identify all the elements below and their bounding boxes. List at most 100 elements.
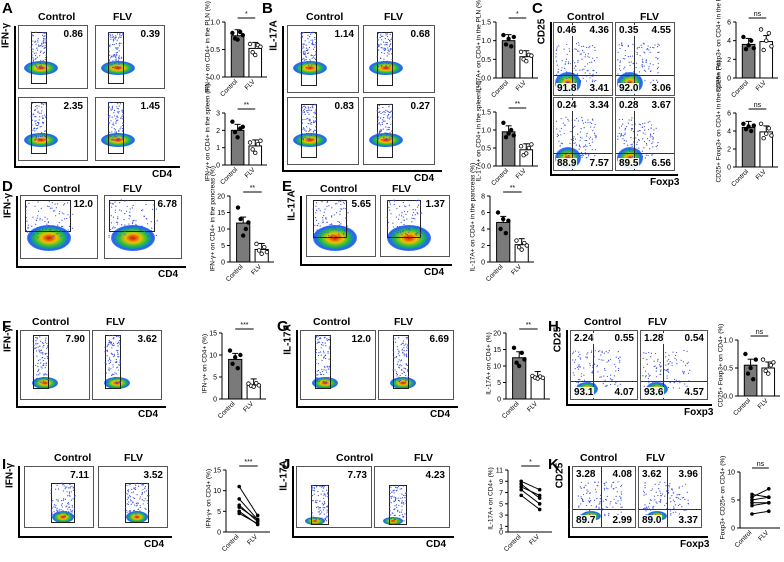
h-flv-event <box>649 374 651 376</box>
d-control-event <box>64 232 66 234</box>
a-top-flv-event <box>121 32 124 34</box>
f-control-event <box>41 367 43 369</box>
c-bottom-control-event <box>581 119 584 122</box>
b-bottom-control-event <box>307 117 309 119</box>
h-control-event <box>579 366 581 368</box>
c-top-control-event <box>585 80 588 82</box>
a-bottom-flv-event <box>114 129 116 131</box>
i-flv-event <box>139 510 141 512</box>
h-control-event <box>599 350 601 352</box>
b-bottom-flv-event <box>389 137 391 139</box>
a-top-control-event <box>32 51 34 53</box>
e-control-event <box>331 229 334 231</box>
f-flv-event <box>111 347 113 349</box>
k-axes-ylabel: CD25 <box>554 462 566 489</box>
i-flv-event <box>135 513 137 515</box>
k-flv-event <box>682 496 685 499</box>
h-group-flv: FLV <box>648 316 668 328</box>
k-plot-sig: ns <box>757 461 765 468</box>
a-axes-xaxis <box>14 166 180 168</box>
e-flv-event <box>389 201 391 203</box>
c-top-plot-tick-label: 4 <box>727 38 731 45</box>
b-bottom-control-event <box>310 123 312 125</box>
k-control-event <box>579 486 581 488</box>
a-top-flv-event <box>115 56 117 59</box>
b-top-control-dots <box>300 31 317 69</box>
c-bottom-plot-point <box>764 131 769 136</box>
d-flv: 6.78 <box>104 195 182 259</box>
h-control-event <box>596 366 598 368</box>
c-bottom-plot-point <box>741 121 746 126</box>
c-bottom-control-event <box>560 142 562 144</box>
j-flv-event <box>390 496 392 498</box>
d-control-event <box>27 227 29 230</box>
b-bottom-plot-tick-label: 1.0 <box>481 128 491 135</box>
c-bottom-flv-event <box>642 123 644 125</box>
e-control-event <box>324 231 326 233</box>
d-control-event <box>25 206 27 209</box>
a-top-control-event <box>38 65 40 67</box>
i-control-event <box>63 498 65 500</box>
k-flv-event <box>660 492 662 494</box>
g-control-event <box>319 373 322 376</box>
a-bottom-flv-event <box>108 117 110 119</box>
a-bottom-flv-event <box>121 111 124 113</box>
g-control-event <box>322 357 325 359</box>
b-bottom-flv-event <box>378 107 380 109</box>
c-bottom-flv-event <box>644 157 647 159</box>
j-flv-event <box>393 514 395 516</box>
g-control-event <box>317 354 320 357</box>
a-top-control-event <box>34 63 36 65</box>
g-flv-event <box>396 346 398 348</box>
d-flv-event <box>110 228 112 231</box>
e-control-dots <box>312 199 349 239</box>
k-flv-event <box>681 505 683 508</box>
b-bottom-control-event <box>308 113 310 115</box>
a-bottom-flv-event <box>115 132 117 134</box>
a-top-control-event <box>44 35 46 37</box>
j-control-event <box>311 487 313 489</box>
c-bottom-flv-event <box>622 135 625 137</box>
i-control-event <box>72 498 74 500</box>
h-control-event <box>601 350 603 352</box>
a-top-control-event <box>45 54 47 57</box>
c-top-flv-q2: 4.55 <box>650 25 672 36</box>
c-top-control-event <box>575 43 578 45</box>
b-bottom-plot-point <box>506 131 511 136</box>
a-bottom-control-event <box>35 120 37 122</box>
e-flv-event <box>402 216 404 218</box>
d-flv-event <box>113 233 115 235</box>
a-bottom-flv-event <box>116 111 119 113</box>
f-flv-event <box>116 349 118 352</box>
f-control-event <box>32 354 34 356</box>
i-flv-event <box>139 498 141 500</box>
k-group-flv: FLV <box>646 452 666 464</box>
k-flv-event <box>670 501 672 503</box>
h-control-event <box>602 383 604 385</box>
b-bottom-control-event <box>308 118 310 120</box>
b-top-control-event <box>301 47 303 49</box>
i-flv-dots <box>125 482 150 516</box>
d-flv-event <box>117 216 119 218</box>
panel-label-g: G <box>277 318 289 335</box>
a-bottom-flv-event <box>113 124 115 126</box>
k-flv-event <box>647 506 650 508</box>
a-top-flv-event <box>112 66 114 68</box>
d-flv-event <box>108 234 110 236</box>
g-flv-event <box>395 372 398 375</box>
g-control-event <box>315 359 317 361</box>
f-flv-event <box>117 341 119 343</box>
b-top-flv-event <box>389 61 391 63</box>
g-flv-event <box>394 369 396 371</box>
d-flv-event <box>117 218 119 220</box>
b-top-flv-event <box>382 47 384 49</box>
a-bottom-control-event <box>44 138 46 140</box>
g-flv-event <box>399 374 401 377</box>
b-top-plot-point <box>518 49 524 55</box>
a-bottom-flv-event <box>121 127 124 130</box>
k-flv-event <box>665 490 668 492</box>
b-bottom-flv-event <box>382 111 384 113</box>
j-flv-event <box>394 485 396 487</box>
c-bottom-plot-tick-label: 6 <box>727 111 731 118</box>
